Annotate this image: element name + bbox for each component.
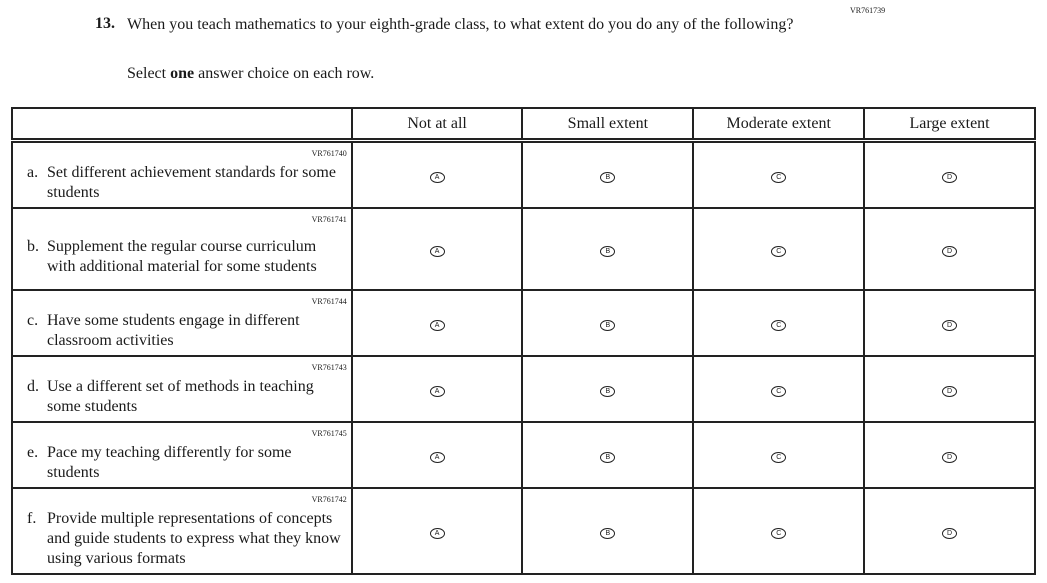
answer-bubble-b[interactable]: B — [600, 452, 616, 463]
answer-bubble-c[interactable]: C — [771, 172, 787, 183]
header-blank — [11, 107, 353, 143]
row-label-cell: VR761745 e. Pace my teaching differently f… — [11, 421, 353, 489]
row-label-cell: VR761744 c. Have some students engage in d… — [11, 289, 353, 357]
option-cell: C — [692, 289, 866, 357]
option-cell: B — [521, 139, 695, 209]
row-id: VR761745 — [311, 429, 347, 438]
answer-bubble-d[interactable]: D — [942, 320, 958, 331]
row-text: Set different achievement standards for … — [47, 164, 336, 201]
option-cell: B — [521, 355, 695, 423]
row-id: VR761740 — [311, 149, 347, 158]
row-id: VR761743 — [311, 363, 347, 372]
answer-bubble-a[interactable]: A — [429, 452, 445, 463]
question-text: When you teach mathematics to your eight… — [127, 16, 794, 33]
option-cell: C — [692, 139, 866, 209]
row-label-cell: VR761743 d. Use a different set of methods… — [11, 355, 353, 423]
answer-bubble-c[interactable]: C — [771, 528, 787, 539]
row-id: VR761744 — [311, 297, 347, 306]
column-header: Not at all — [350, 107, 524, 143]
question-row: VR761741 b. Supplement the regular course … — [11, 207, 1036, 291]
row-letter: d. — [27, 378, 39, 395]
answer-bubble-b[interactable]: B — [600, 320, 616, 331]
response-grid: Not at all Small extent Moderate extent Lar… — [11, 107, 1036, 575]
instruction-emphasis: one — [170, 65, 195, 82]
question-id: VR761739 — [850, 6, 886, 15]
answer-bubble-c[interactable]: C — [771, 386, 787, 397]
question-row: VR761745 e. Pace my teaching differently f… — [11, 421, 1036, 489]
instruction: Select one answer choice on each row. — [127, 65, 374, 83]
instruction-text: answer choice on each row. — [194, 65, 375, 82]
row-label-cell: VR761740 a. Set different achievement stan… — [11, 139, 353, 209]
question-row: VR761742 f. Provide multiple representatio… — [11, 487, 1036, 575]
option-cell: D — [863, 487, 1036, 575]
answer-bubble-a[interactable]: A — [429, 246, 445, 257]
option-cell: A — [350, 355, 524, 423]
row-letter: f. — [27, 510, 37, 527]
row-letter: c. — [27, 312, 39, 329]
question-row: VR761744 c. Have some students engage in d… — [11, 289, 1036, 357]
column-header: Small extent — [521, 107, 695, 143]
column-header: Large extent — [863, 107, 1036, 143]
row-text: Provide multiple representations of conc… — [47, 510, 341, 567]
answer-bubble-a[interactable]: A — [429, 528, 445, 539]
answer-bubble-c[interactable]: C — [771, 452, 787, 463]
answer-bubble-d[interactable]: D — [942, 528, 958, 539]
option-cell: C — [692, 207, 866, 291]
answer-bubble-b[interactable]: B — [600, 246, 616, 257]
row-text: Use a different set of methods in teachi… — [47, 378, 314, 415]
row-letter: e. — [27, 444, 39, 461]
row-id: VR761742 — [311, 495, 347, 504]
option-cell: A — [350, 289, 524, 357]
answer-bubble-a[interactable]: A — [429, 386, 445, 397]
row-text: Pace my teaching differently for some st… — [47, 444, 292, 481]
answer-bubble-c[interactable]: C — [771, 320, 787, 331]
row-letter: a. — [27, 164, 39, 181]
question-row: VR761740 a. Set different achievement stan… — [11, 139, 1036, 209]
answer-bubble-a[interactable]: A — [429, 172, 445, 183]
answer-bubble-d[interactable]: D — [942, 452, 958, 463]
question-row: VR761743 d. Use a different set of methods… — [11, 355, 1036, 423]
option-cell: C — [692, 355, 866, 423]
option-cell: A — [350, 139, 524, 209]
answer-bubble-d[interactable]: D — [942, 246, 958, 257]
option-cell: A — [350, 207, 524, 291]
option-cell: D — [863, 207, 1036, 291]
answer-bubble-d[interactable]: D — [942, 386, 958, 397]
row-text: Supplement the regular course curriculum… — [47, 238, 317, 275]
option-cell: B — [521, 207, 695, 291]
answer-bubble-b[interactable]: B — [600, 386, 616, 397]
option-cell: B — [521, 421, 695, 489]
row-label-cell: VR761741 b. Supplement the regular course … — [11, 207, 353, 291]
option-cell: D — [863, 139, 1036, 209]
option-cell: A — [350, 421, 524, 489]
answer-bubble-c[interactable]: C — [771, 246, 787, 257]
row-text: Have some students engage in different c… — [47, 312, 300, 349]
answer-bubble-b[interactable]: B — [600, 528, 616, 539]
option-cell: D — [863, 289, 1036, 357]
answer-bubble-d[interactable]: D — [942, 172, 958, 183]
option-cell: D — [863, 355, 1036, 423]
instruction-text: Select — [127, 65, 171, 82]
option-cell: B — [521, 487, 695, 575]
option-cell: C — [692, 487, 866, 575]
option-cell: B — [521, 289, 695, 357]
answer-bubble-a[interactable]: A — [429, 320, 445, 331]
column-header: Moderate extent — [692, 107, 866, 143]
answer-bubble-b[interactable]: B — [600, 172, 616, 183]
row-letter: b. — [27, 238, 39, 255]
row-id: VR761741 — [311, 215, 347, 224]
option-cell: C — [692, 421, 866, 489]
option-cell: A — [350, 487, 524, 575]
row-label-cell: VR761742 f. Provide multiple representatio… — [11, 487, 353, 575]
question-number: 13. — [95, 15, 115, 32]
option-cell: D — [863, 421, 1036, 489]
